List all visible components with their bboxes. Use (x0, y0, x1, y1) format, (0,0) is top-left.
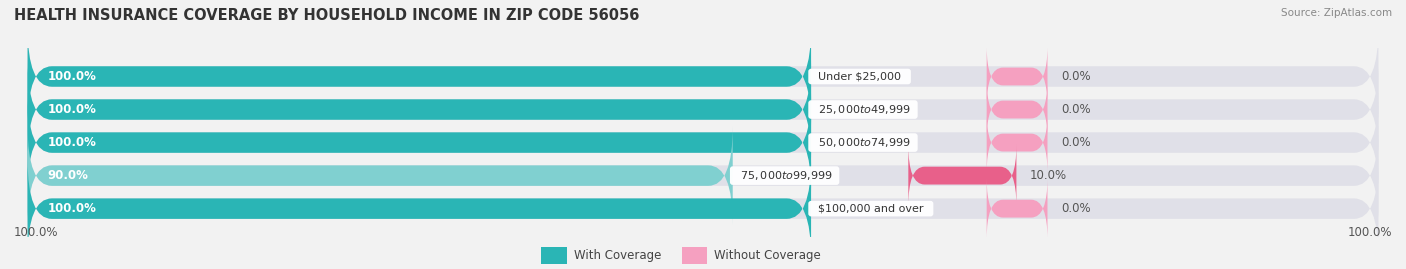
FancyBboxPatch shape (987, 79, 1047, 140)
Text: 100.0%: 100.0% (48, 103, 97, 116)
FancyBboxPatch shape (28, 160, 811, 258)
FancyBboxPatch shape (28, 126, 733, 225)
Text: HEALTH INSURANCE COVERAGE BY HOUSEHOLD INCOME IN ZIP CODE 56056: HEALTH INSURANCE COVERAGE BY HOUSEHOLD I… (14, 8, 640, 23)
FancyBboxPatch shape (908, 145, 1017, 206)
Text: Under $25,000: Under $25,000 (811, 72, 908, 82)
Text: Without Coverage: Without Coverage (714, 249, 821, 262)
Text: $75,000 to $99,999: $75,000 to $99,999 (733, 169, 837, 182)
FancyBboxPatch shape (28, 93, 811, 192)
Text: 0.0%: 0.0% (1062, 103, 1091, 116)
Text: 100.0%: 100.0% (48, 202, 97, 215)
Text: 90.0%: 90.0% (48, 169, 89, 182)
FancyBboxPatch shape (987, 112, 1047, 173)
FancyBboxPatch shape (28, 60, 1378, 159)
Text: With Coverage: With Coverage (574, 249, 661, 262)
Text: 100.0%: 100.0% (48, 70, 97, 83)
FancyBboxPatch shape (28, 126, 1378, 225)
Text: 10.0%: 10.0% (1031, 169, 1067, 182)
FancyBboxPatch shape (28, 60, 811, 159)
FancyBboxPatch shape (987, 178, 1047, 239)
FancyBboxPatch shape (28, 160, 1378, 258)
FancyBboxPatch shape (28, 93, 1378, 192)
FancyBboxPatch shape (28, 27, 1378, 126)
FancyBboxPatch shape (987, 46, 1047, 107)
Text: Source: ZipAtlas.com: Source: ZipAtlas.com (1281, 8, 1392, 18)
FancyBboxPatch shape (28, 27, 811, 126)
Text: 100.0%: 100.0% (48, 136, 97, 149)
Text: 0.0%: 0.0% (1062, 70, 1091, 83)
Text: 0.0%: 0.0% (1062, 136, 1091, 149)
Text: $100,000 and over: $100,000 and over (811, 204, 931, 214)
Text: $25,000 to $49,999: $25,000 to $49,999 (811, 103, 915, 116)
Text: 0.0%: 0.0% (1062, 202, 1091, 215)
Text: 100.0%: 100.0% (14, 226, 59, 239)
Text: $50,000 to $74,999: $50,000 to $74,999 (811, 136, 915, 149)
Text: 100.0%: 100.0% (1347, 226, 1392, 239)
